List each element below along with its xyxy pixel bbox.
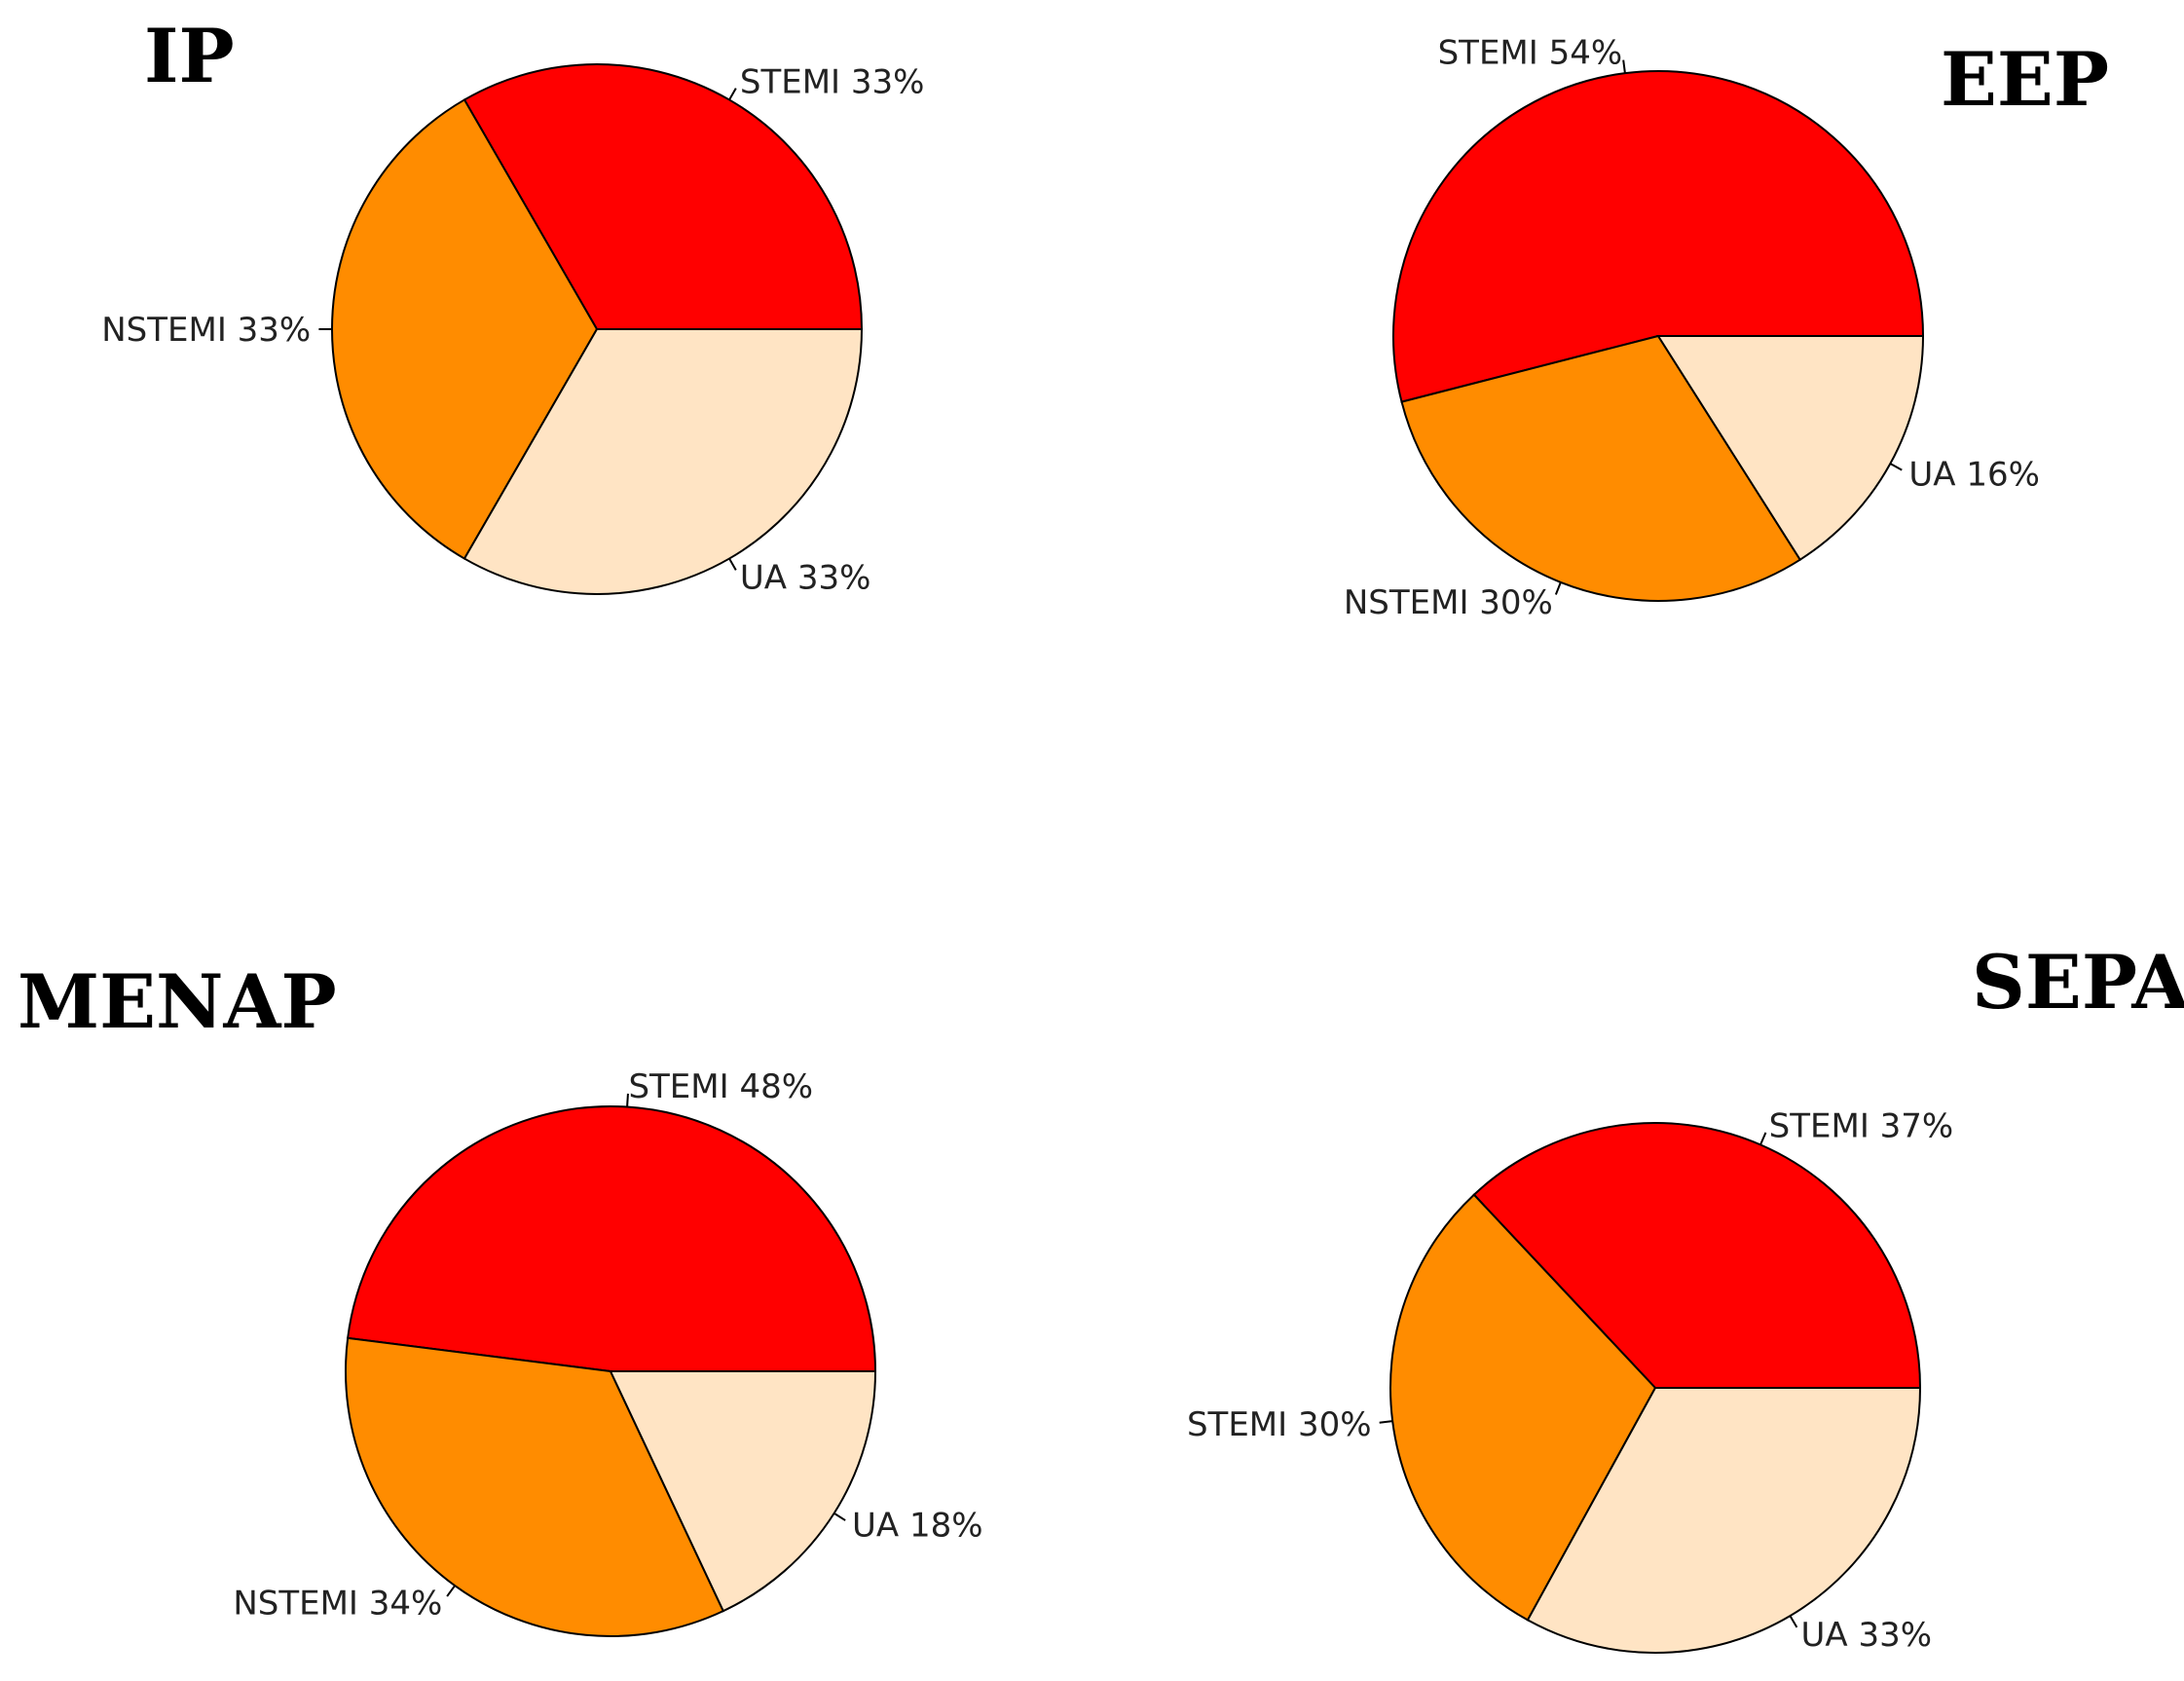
pie-ip: STEMI 33% NSTEMI 33% UA 33% (101, 63, 924, 598)
pie-leader-sepa-2 (1789, 1615, 1798, 1628)
pie-leader-menap-2 (833, 1512, 846, 1521)
pie-label-eep-2: UA 16% (1908, 456, 2040, 495)
pie-leader-ip-2 (728, 558, 737, 571)
pie-leader-sepa-0 (1759, 1132, 1767, 1145)
pie-sepa: STEMI 37% STEMI 30% UA 33% (1187, 1106, 1953, 1654)
pie-label-menap-2: UA 18% (852, 1506, 983, 1545)
chart-title-eep: EEP (1941, 36, 2109, 123)
pie-slice-menap-2 (609, 1370, 877, 1613)
pie-leader-eep-1 (1554, 581, 1562, 595)
pie-label-menap-0: STEMI 48% (628, 1067, 813, 1106)
chart-title-sepa: SEPA (1972, 939, 2184, 1026)
chart-title-ip: IP (144, 13, 235, 99)
pie-leader-eep-2 (1889, 463, 1903, 471)
pie-label-ip-1: NSTEMI 33% (101, 311, 311, 350)
pie-label-sepa-0: STEMI 37% (1769, 1106, 1954, 1145)
pie-label-eep-1: NSTEMI 30% (1344, 583, 1553, 622)
pie-menap: STEMI 48% NSTEMI 34% UA 18% (233, 1067, 983, 1637)
pie-slice-eep-2 (1656, 335, 1925, 562)
pie-label-eep-0: STEMI 54% (1438, 34, 1623, 73)
pie-leader-ip-0 (728, 88, 737, 100)
pie-label-ip-2: UA 33% (740, 558, 871, 597)
pie-slice-eep-1 (1400, 334, 1802, 602)
pie-slice-menap-0 (347, 1105, 877, 1372)
pie-label-ip-0: STEMI 33% (740, 63, 925, 102)
pie-label-sepa-2: UA 33% (1801, 1616, 1933, 1655)
pie-label-sepa-1: STEMI 30% (1187, 1405, 1372, 1444)
pie-label-menap-1: NSTEMI 34% (233, 1585, 442, 1624)
pie-slice-sepa-0 (1472, 1122, 1922, 1389)
chart-title-menap: MENAP (18, 958, 337, 1045)
pie-leader-menap-0 (626, 1093, 629, 1107)
pie-leader-menap-1 (446, 1585, 456, 1597)
pie-leader-sepa-1 (1379, 1420, 1393, 1424)
pie-leader-eep-0 (1622, 59, 1626, 74)
pie-eep: STEMI 54% NSTEMI 30% UA 16% (1344, 34, 2040, 623)
